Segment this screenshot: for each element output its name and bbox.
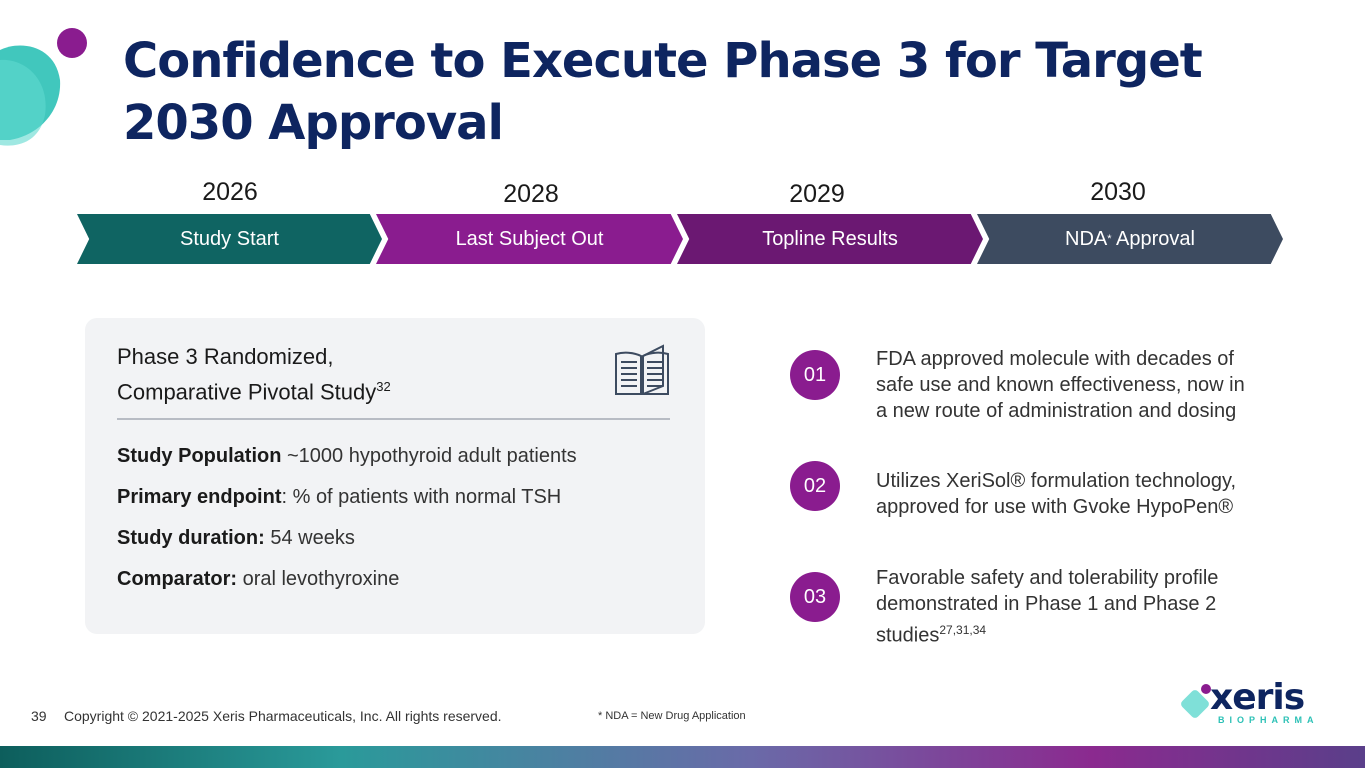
copyright-text: Copyright © 2021-2025 Xeris Pharmaceutic… — [64, 708, 502, 724]
point-line: demonstrated in Phase 1 and Phase 2 — [876, 593, 1217, 615]
point-line: studies — [876, 624, 940, 647]
timeline-step-label: Study Start — [180, 227, 279, 250]
study-population-row: Study Population ~1000 hypothyroid adult… — [117, 445, 577, 468]
timeline-step-label-prefix: NDA — [1065, 227, 1108, 250]
row-label: Primary endpoint — [117, 486, 282, 508]
point-number-02: 02 — [790, 461, 840, 511]
timeline-step-topline-results: Topline Results — [677, 214, 983, 264]
card-title: Phase 3 Randomized, Comparative Pivotal … — [117, 342, 391, 407]
card-divider — [117, 418, 670, 420]
point-line: a new route of administration and dosing — [876, 400, 1237, 422]
timeline-step-last-subject-out: Last Subject Out — [376, 214, 683, 264]
row-value: ~1000 hypothyroid adult patients — [281, 445, 577, 467]
card-title-line-1: Phase 3 Randomized, — [117, 344, 334, 369]
timeline-year-2: 2028 — [503, 180, 559, 208]
book-icon — [615, 344, 669, 395]
page-number: 39 — [31, 708, 47, 724]
study-card: Phase 3 Randomized, Comparative Pivotal … — [85, 318, 705, 634]
timeline-step-label: Last Subject Out — [455, 227, 604, 250]
point-number-01: 01 — [790, 350, 840, 400]
timeline-step-nda-approval: NDA * Approval — [977, 214, 1283, 264]
row-label: Study duration: — [117, 527, 265, 549]
point-01-text: FDA approved molecule with decades of sa… — [876, 346, 1326, 424]
row-value: oral levothyroxine — [237, 568, 400, 590]
point-line: Utilizes XeriSol® formulation technology… — [876, 470, 1237, 492]
row-value: 54 weeks — [264, 527, 355, 549]
timeline-step-label-suffix: Approval — [1111, 227, 1195, 250]
logo-wordmark: xeris — [1210, 677, 1305, 718]
timeline: 2026 2028 2029 2030 Study Start Last Sub… — [0, 170, 1365, 270]
footnote-marker: * — [1107, 233, 1112, 245]
page-title: Confidence to Execute Phase 3 for Target… — [123, 33, 1203, 151]
logo-subtitle: BIOPHARMA — [1218, 715, 1319, 725]
primary-endpoint-row: Primary endpoint: % of patients with nor… — [117, 486, 561, 509]
xeris-logo: xeris BIOPHARMA — [1178, 675, 1328, 730]
card-title-line-2: Comparative Pivotal Study — [117, 379, 377, 405]
row-value: : % of patients with normal TSH — [281, 486, 562, 508]
point-number-03: 03 — [790, 572, 840, 622]
timeline-year-1: 2026 — [202, 178, 258, 206]
xeris-mark-icon — [1181, 684, 1211, 718]
row-label: Study Population — [117, 445, 282, 467]
point-line: safe use and known effectiveness, now in — [876, 374, 1245, 396]
footnote-text: * NDA = New Drug Application — [598, 710, 746, 722]
study-duration-row: Study duration: 54 weeks — [117, 527, 355, 550]
point-line: FDA approved molecule with decades of — [876, 348, 1234, 370]
timeline-year-3: 2029 — [789, 180, 845, 208]
point-line: Favorable safety and tolerability profil… — [876, 567, 1219, 589]
timeline-year-4: 2030 — [1090, 178, 1146, 206]
row-label: Comparator: — [117, 568, 238, 590]
point-line: approved for use with Gvoke HypoPen® — [876, 496, 1234, 518]
timeline-step-label: Topline Results — [762, 227, 898, 250]
point-reference: 27,31,34 — [939, 623, 987, 637]
timeline-step-study-start: Study Start — [77, 214, 382, 264]
card-title-reference: 32 — [376, 379, 391, 394]
decorative-shapes — [0, 28, 87, 146]
bottom-gradient-bar — [0, 746, 1365, 768]
comparator-row: Comparator: oral levothyroxine — [117, 568, 399, 591]
point-03-text: Favorable safety and tolerability profil… — [876, 565, 1326, 649]
point-02-text: Utilizes XeriSol® formulation technology… — [876, 468, 1326, 520]
